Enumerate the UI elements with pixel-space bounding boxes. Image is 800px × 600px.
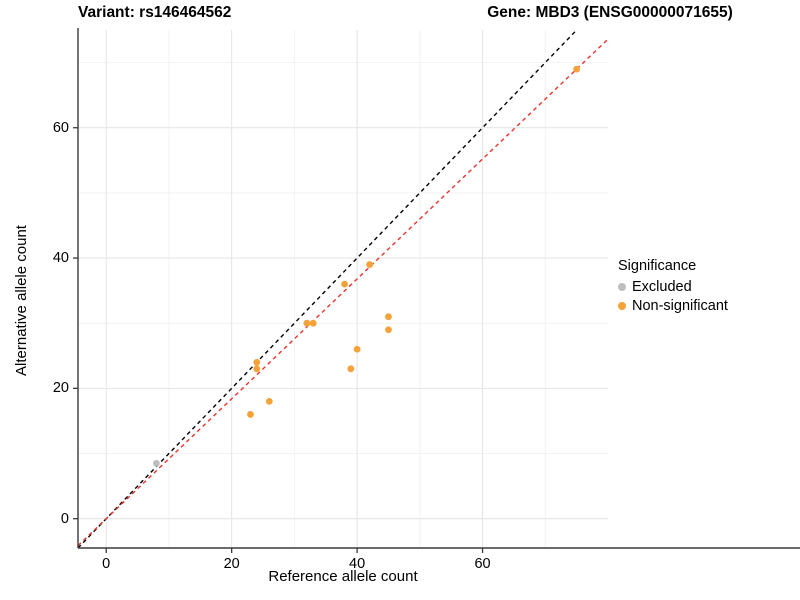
x-tick-label: 0 — [102, 556, 111, 572]
legend-title: Significance — [618, 258, 697, 274]
x-tick-label: 40 — [349, 556, 366, 572]
x-tick-label: 60 — [474, 556, 491, 572]
data-point-excluded — [153, 459, 160, 467]
panel-background — [78, 30, 608, 548]
data-point-non-significant — [347, 365, 355, 373]
data-point-non-significant — [265, 397, 273, 405]
legend: Significance Excluded Non-significant — [618, 258, 728, 315]
legend-swatch-icon — [618, 282, 626, 291]
legend-item-label: Excluded — [632, 278, 692, 295]
gene-title: Gene: MBD3 (ENSG00000071655) — [487, 4, 733, 21]
figure-titles: Variant: rs146464562 Gene: MBD3 (ENSG000… — [0, 4, 733, 30]
data-point-non-significant — [385, 313, 392, 321]
x-axis-label: Reference allele count — [268, 568, 418, 585]
legend-item-label: Non-significant — [632, 297, 728, 314]
x-tick-label: 20 — [223, 556, 240, 572]
y-tick-label: 0 — [60, 510, 69, 527]
legend-item-non-significant[interactable]: Non-significant — [618, 296, 728, 315]
data-point-non-significant — [341, 280, 348, 288]
data-point-non-significant — [573, 65, 581, 73]
data-point-non-significant — [309, 319, 317, 327]
data-point-non-significant — [253, 358, 261, 366]
data-point-non-significant — [303, 319, 311, 327]
y-tick-label: 20 — [52, 380, 69, 397]
data-point-non-significant — [253, 365, 261, 373]
legend-swatch-icon — [618, 301, 626, 310]
y-tick-label: 60 — [52, 119, 69, 136]
data-point-non-significant — [385, 326, 392, 334]
data-point-non-significant — [366, 261, 374, 268]
variant-title: Variant: rs146464562 — [78, 4, 232, 21]
reference-line-expected-ratio — [77, 38, 609, 547]
legend-items: Excluded Non-significant — [618, 277, 728, 315]
data-point-non-significant — [353, 345, 361, 353]
data-point-non-significant — [247, 411, 254, 418]
y-tick-label: 40 — [52, 250, 69, 267]
legend-item-excluded[interactable]: Excluded — [618, 277, 728, 296]
